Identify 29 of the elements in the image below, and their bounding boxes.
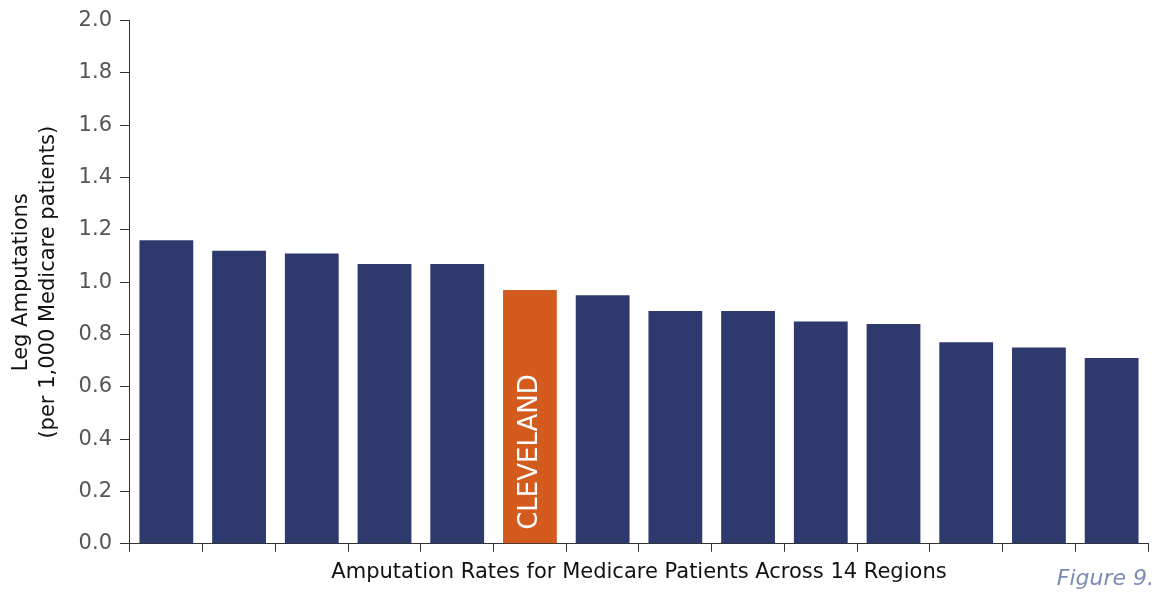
bar bbox=[866, 324, 921, 544]
bar bbox=[575, 295, 630, 544]
bar bbox=[939, 342, 994, 544]
y-tick-label: 0.0 bbox=[78, 530, 112, 555]
y-axis-title: Leg Amputations (per 1,000 Medicare patients) bbox=[8, 125, 60, 439]
y-tick-label: 1.0 bbox=[78, 268, 112, 293]
y-tick-label: 0.4 bbox=[78, 425, 112, 450]
y-tick-label: 1.4 bbox=[78, 164, 112, 189]
bar bbox=[1084, 358, 1139, 544]
y-tick-label: 0.8 bbox=[78, 320, 112, 345]
bar bbox=[212, 250, 266, 544]
y-tick-label: 1.2 bbox=[78, 216, 112, 241]
x-axis-title: Amputation Rates for Medicare Patients Across 14 Regions bbox=[331, 558, 947, 583]
bar bbox=[648, 310, 703, 544]
y-tick-label: 2.0 bbox=[78, 7, 112, 32]
bar bbox=[793, 321, 848, 544]
bar bbox=[1012, 347, 1066, 544]
bar bbox=[284, 253, 339, 544]
y-tick-label: 1.6 bbox=[78, 111, 112, 136]
bar bbox=[139, 240, 194, 544]
caption: Figure 9. bbox=[1056, 564, 1154, 590]
y-tick-label: 0.6 bbox=[78, 373, 112, 398]
bar bbox=[721, 310, 775, 544]
x-tick-label: CLEVELAND bbox=[512, 374, 543, 530]
y-tick-label: 0.2 bbox=[78, 477, 112, 502]
bar bbox=[357, 263, 412, 544]
bar bbox=[503, 290, 557, 544]
bar bbox=[430, 263, 485, 544]
y-tick-label: 1.8 bbox=[78, 59, 112, 84]
